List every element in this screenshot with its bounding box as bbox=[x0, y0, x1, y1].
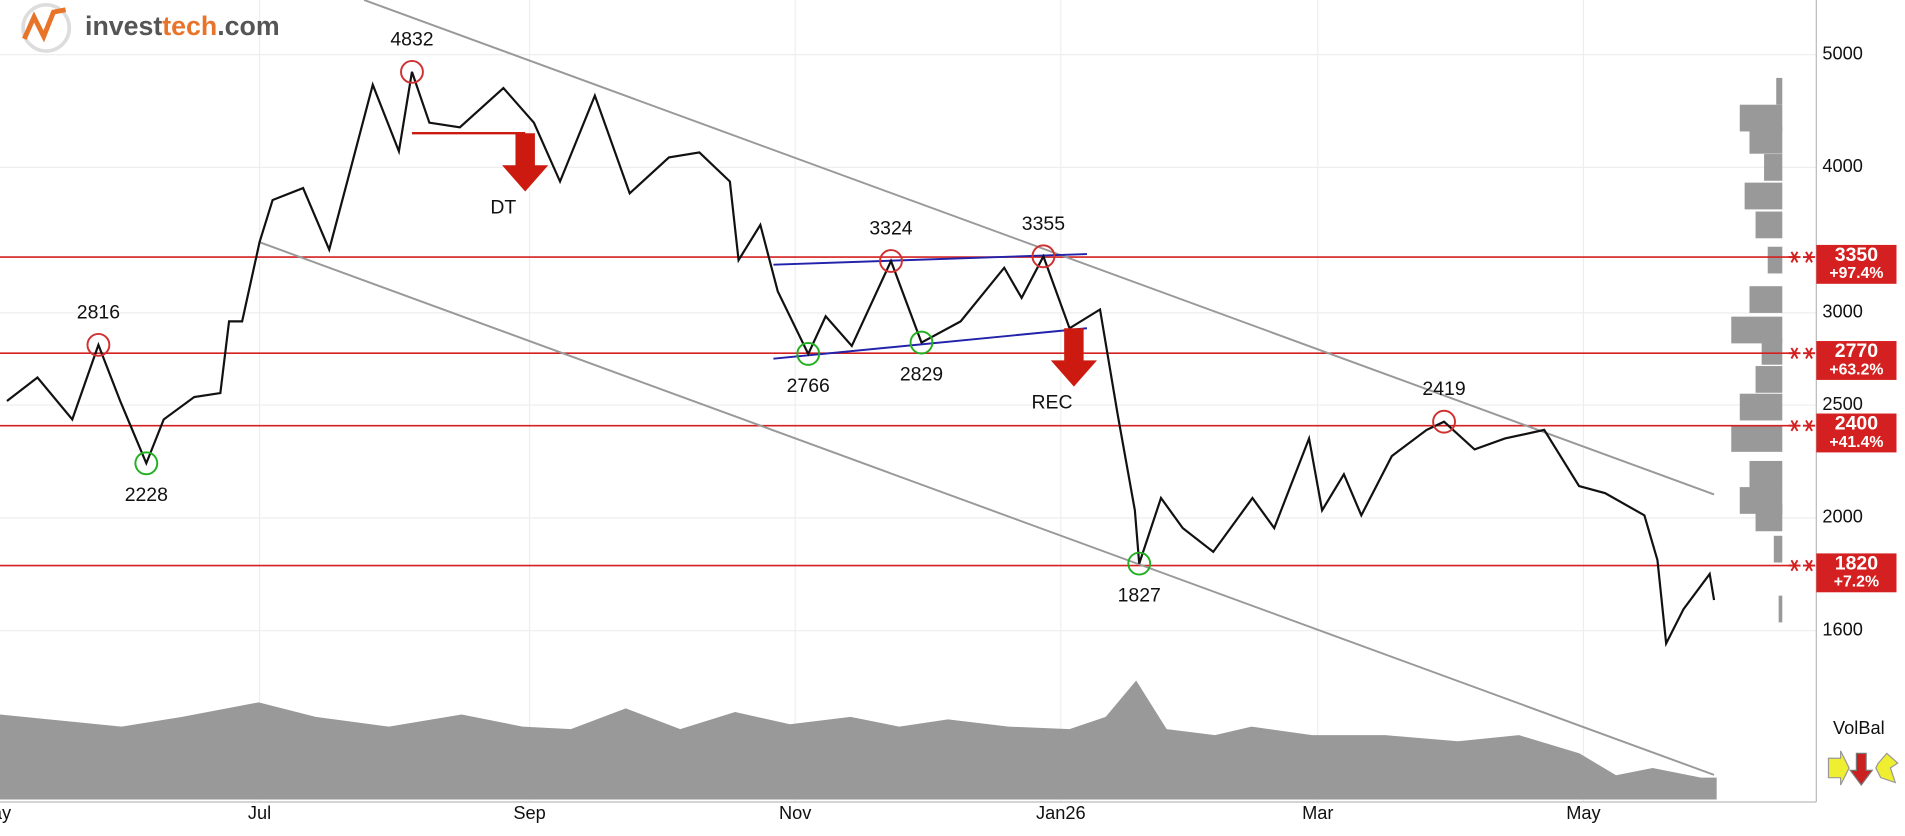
volbal-label: VolBal bbox=[1833, 718, 1885, 738]
asterisk-stroke bbox=[1805, 419, 1813, 432]
signal-arrow bbox=[1050, 328, 1097, 387]
y-tick-label: 2500 bbox=[1822, 394, 1863, 414]
pivot-label: 2829 bbox=[900, 363, 943, 385]
pivot-label: 2228 bbox=[125, 484, 168, 506]
asterisk-stroke bbox=[1805, 347, 1813, 359]
logo-part: tech bbox=[162, 11, 217, 41]
level-label-box bbox=[1816, 244, 1897, 284]
level-asterisk bbox=[1788, 251, 1801, 263]
x-tick-label: May bbox=[0, 803, 12, 823]
pivot-label: 2419 bbox=[1422, 378, 1465, 400]
pivot-circle bbox=[909, 330, 934, 355]
x-tick-label: Nov bbox=[779, 803, 812, 823]
logo[interactable]: investtech.com bbox=[21, 3, 280, 53]
volbal-arrows bbox=[1827, 750, 1899, 786]
level-value: 2770 bbox=[1835, 340, 1878, 362]
x-tick-label: Jan26 bbox=[1036, 803, 1086, 823]
x-tick-label: Mar bbox=[1302, 803, 1333, 823]
trend-line bbox=[773, 327, 1088, 360]
level-label-box bbox=[1816, 553, 1897, 593]
pivot-circle bbox=[134, 451, 159, 476]
level-asterisk bbox=[1802, 251, 1816, 263]
volbal-arrow bbox=[1849, 752, 1874, 786]
volume-profile-bar bbox=[1755, 366, 1783, 393]
level-value: 2400 bbox=[1835, 413, 1878, 435]
pivot-circle bbox=[86, 332, 111, 357]
level-change: +7.2% bbox=[1834, 574, 1879, 591]
y-tick-label: 3000 bbox=[1822, 302, 1863, 322]
x-tick-label: Jul bbox=[248, 803, 271, 823]
volume-profile-bar bbox=[1731, 425, 1783, 452]
x-tick-label: Sep bbox=[513, 803, 545, 823]
pivot-label: 3355 bbox=[1022, 213, 1065, 235]
level-value: 1820 bbox=[1835, 552, 1878, 574]
signal-arrow bbox=[502, 133, 549, 192]
pivot-label: 4832 bbox=[390, 28, 433, 50]
asterisk-stroke bbox=[1790, 347, 1799, 359]
level-value: 3350 bbox=[1835, 244, 1878, 266]
logo-text: investtech.com bbox=[85, 11, 280, 41]
y-tick-label: 5000 bbox=[1822, 43, 1863, 63]
level-asterisk bbox=[1788, 559, 1801, 572]
volume-profile-bar bbox=[1767, 246, 1783, 274]
volbal-arrow bbox=[1827, 750, 1850, 786]
volume-profile-bar bbox=[1764, 154, 1783, 181]
x-tick-label: May bbox=[1566, 803, 1601, 823]
volume-profile-bar bbox=[1755, 211, 1783, 239]
volume-profile-bar bbox=[1773, 535, 1783, 563]
pivot-label: 3324 bbox=[869, 218, 912, 240]
pivot-label: 2766 bbox=[787, 375, 830, 397]
pivot-circle bbox=[879, 249, 903, 273]
level-label-box bbox=[1816, 413, 1897, 453]
price-line bbox=[6, 71, 1716, 648]
level-change: +41.4% bbox=[1829, 434, 1883, 451]
pivot-circle bbox=[400, 59, 424, 84]
level-asterisk bbox=[1802, 419, 1816, 432]
asterisk-stroke bbox=[1805, 559, 1813, 572]
pivot-label: 1827 bbox=[1118, 585, 1161, 607]
pivot-label: 2816 bbox=[77, 301, 120, 323]
asterisk-stroke bbox=[1805, 251, 1813, 263]
volbal-arrow bbox=[1875, 752, 1899, 784]
signal-label: REC bbox=[1032, 392, 1073, 414]
y-tick-label: 1600 bbox=[1822, 620, 1863, 640]
volume-profile-bar bbox=[1776, 77, 1783, 105]
trend-line bbox=[259, 241, 1715, 776]
volume-profile-bar bbox=[1749, 126, 1783, 154]
trend-line bbox=[773, 253, 1087, 266]
asterisk-stroke bbox=[1790, 251, 1799, 263]
logo-part: .com bbox=[217, 11, 279, 41]
asterisk-stroke bbox=[1790, 559, 1799, 572]
volume-profile-bar bbox=[1778, 595, 1783, 623]
logo-mark bbox=[22, 7, 67, 43]
level-asterisk bbox=[1788, 419, 1801, 432]
level-change: +63.2% bbox=[1829, 361, 1883, 378]
logo-part: invest bbox=[85, 11, 162, 41]
level-asterisk bbox=[1802, 559, 1816, 572]
volume-profile-bar bbox=[1755, 504, 1783, 532]
volume-profile-bar bbox=[1749, 286, 1783, 313]
volume-profile-bar bbox=[1749, 460, 1783, 488]
asterisk-stroke bbox=[1790, 419, 1799, 432]
volume-profile-bar bbox=[1739, 393, 1783, 421]
volume-profile-bar bbox=[1744, 182, 1783, 210]
level-label-box bbox=[1816, 341, 1897, 380]
volume-area bbox=[0, 680, 1717, 800]
pivot-circle bbox=[1127, 551, 1152, 576]
pivot-circle bbox=[1432, 409, 1456, 434]
pivot-circle bbox=[796, 342, 821, 366]
level-change: +97.4% bbox=[1829, 265, 1883, 282]
y-tick-label: 2000 bbox=[1822, 507, 1863, 527]
y-tick-label: 4000 bbox=[1822, 156, 1863, 176]
level-asterisk bbox=[1788, 347, 1801, 359]
volume-profile-bar bbox=[1761, 338, 1783, 365]
level-asterisk bbox=[1802, 347, 1816, 359]
logo-ring bbox=[21, 3, 72, 53]
pivot-circle bbox=[1031, 244, 1056, 269]
signal-label: DT bbox=[490, 197, 516, 219]
